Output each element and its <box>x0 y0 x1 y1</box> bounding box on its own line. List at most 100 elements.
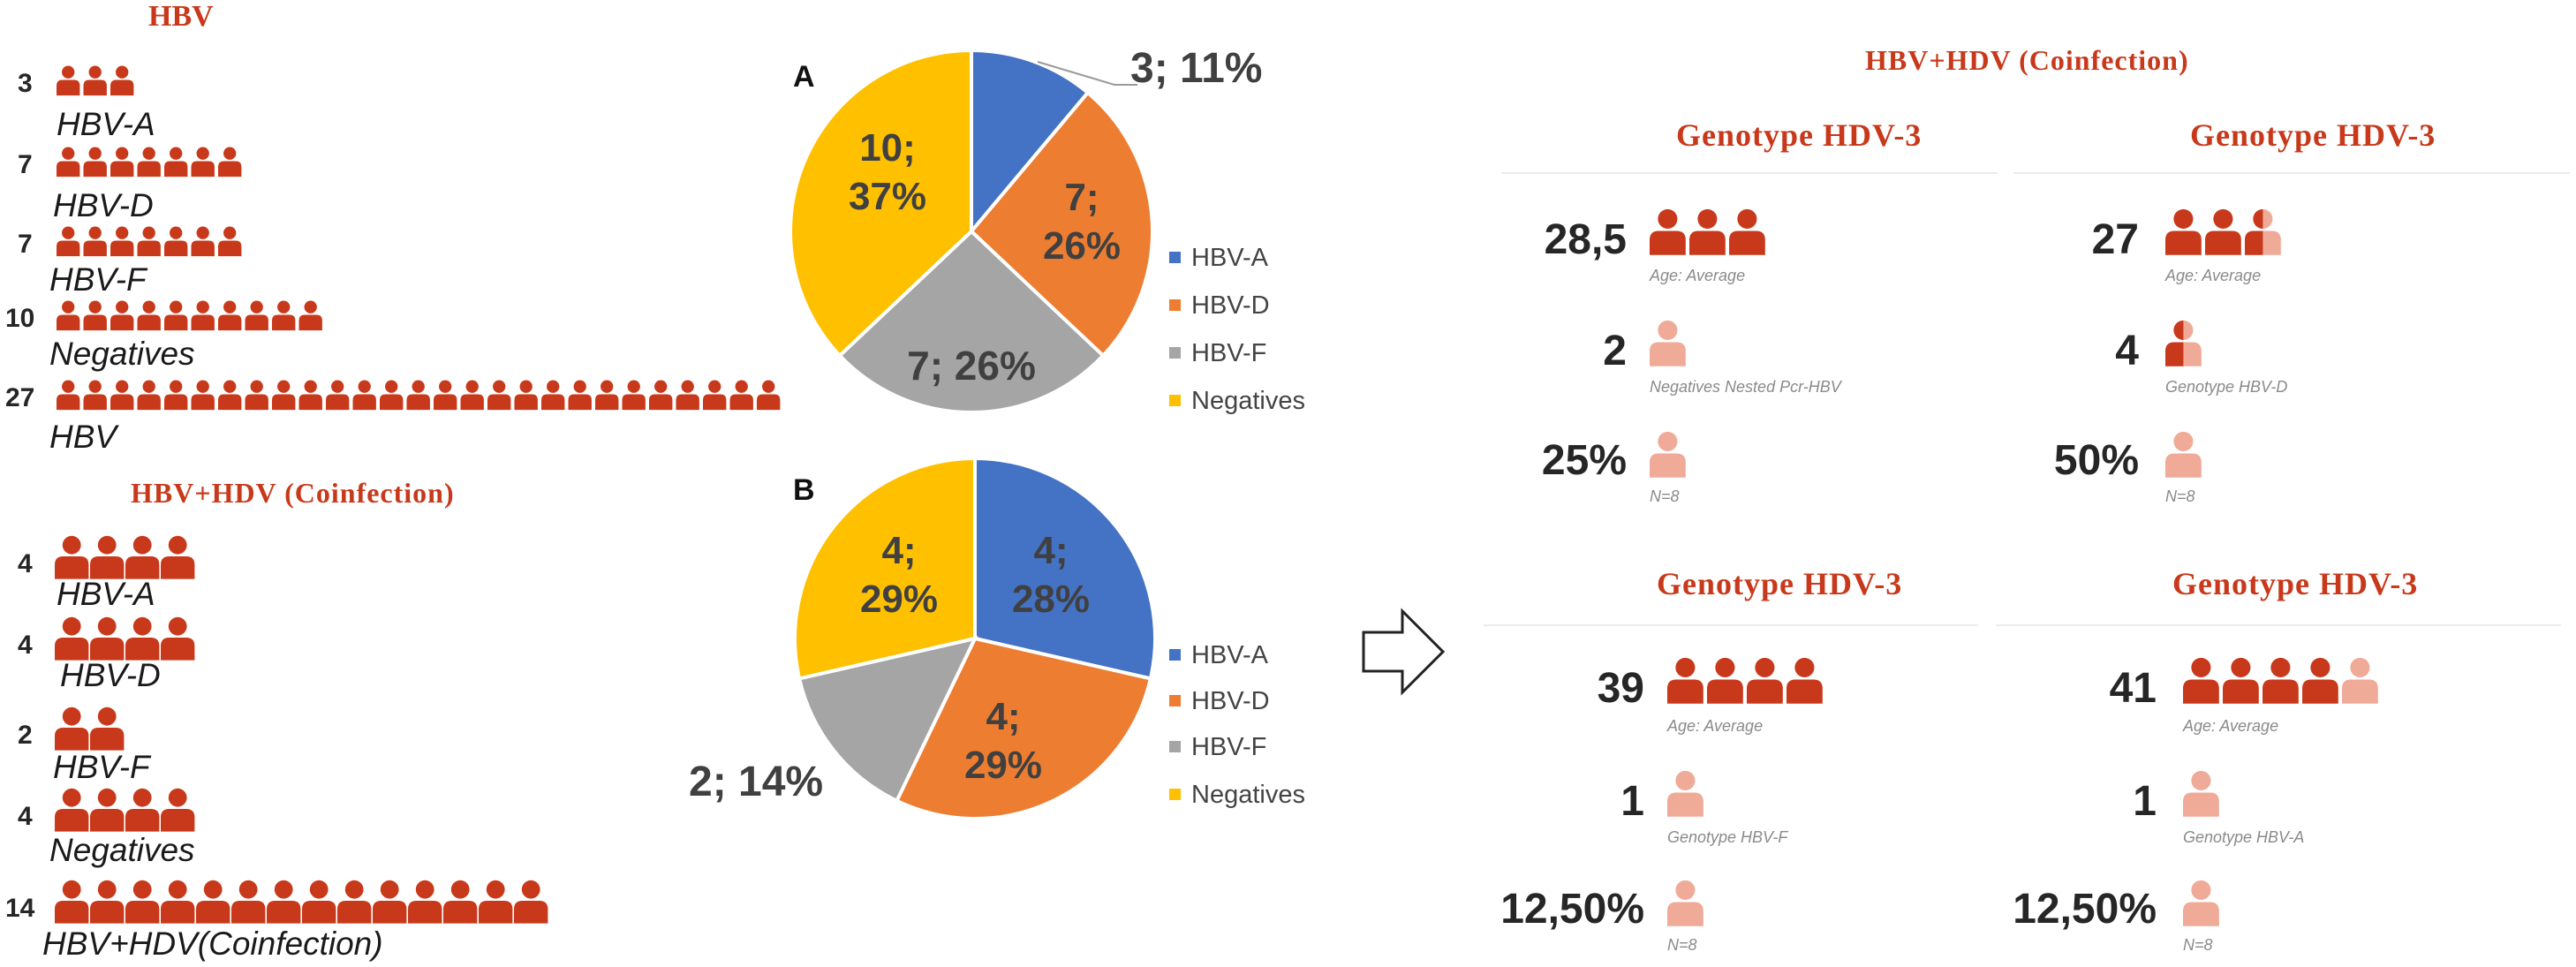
hbv-row4-person-icon-22 <box>649 380 673 411</box>
hbv-row2-person-icon-4 <box>164 226 188 257</box>
co-row4-person-icon-7 <box>302 880 336 924</box>
legend-a-hbv-d: HBV-D <box>1169 291 1270 321</box>
co-row4-person-icon-5 <box>231 880 266 924</box>
hbv-row3-person-icon-1 <box>83 300 107 331</box>
hbv-row1-person-icon-5 <box>191 147 215 178</box>
hbv-row4-person-icon-13 <box>406 380 430 411</box>
panel4-row0-person-icon-4 <box>2342 657 2378 704</box>
p2-geno-value: 4 <box>2115 328 2139 374</box>
arrow-right-icon <box>1362 608 1446 696</box>
pie-b-label-hbv-a-text: 4; 28% <box>1011 529 1091 621</box>
hbv-row4-person-icon-11 <box>352 380 376 411</box>
co-row4-person-icon-1 <box>90 880 125 924</box>
legend-a-swatch-hbv-f <box>1169 346 1181 359</box>
hbv-row2-person-icon-2 <box>110 226 134 257</box>
hbv-row4-person-icon-8 <box>272 380 296 411</box>
p1-neg-value: 2 <box>1603 328 1627 374</box>
p4-pct-value: 12,50% <box>2013 886 2157 933</box>
panel4-row0-person-icon-3 <box>2302 657 2338 704</box>
legend-a-swatch-hbv-d <box>1169 298 1181 311</box>
p3-age-caption: Age: Average <box>1667 717 1764 735</box>
co-row0-person-icon-3 <box>161 535 195 579</box>
hbv-row3-person-icon-0 <box>57 300 80 331</box>
right-title: HBV+HDV (Coinfection) <box>1865 44 2189 76</box>
panel3-row0-person-icon-3 <box>1787 657 1823 704</box>
hbv-row1-person-icon-4 <box>164 147 188 178</box>
p4-geno-caption: Genotype HBV-A <box>2183 828 2305 846</box>
p2-pct-value: 50% <box>2053 437 2139 484</box>
hbv-row4-person-icon-10 <box>326 380 350 411</box>
co-hbv-f-count: 2 <box>18 721 33 750</box>
legend-a-swatch-negatives <box>1169 394 1181 406</box>
co-row1-person-icon-1 <box>90 616 125 661</box>
pie-b-label-negatives: 4; 29% <box>846 526 952 623</box>
hbv-row3-person-icon-9 <box>298 300 322 331</box>
pie-b-slice-3 <box>793 456 977 681</box>
panel3-row0-person-icon-1 <box>1707 657 1743 704</box>
co-row3-person-icon-1 <box>90 788 125 832</box>
hbv-row2-person-icon-6 <box>218 226 242 257</box>
pie-a-slice-0 <box>970 48 1091 237</box>
hbv-row4-person-icon-16 <box>487 380 511 411</box>
hbv-row4-person-icon-24 <box>703 380 727 411</box>
hbv-row1-person-icon-0 <box>57 147 80 178</box>
hbv-row2-person-icon-1 <box>83 226 107 257</box>
hbv-row4-person-icon-6 <box>218 380 242 411</box>
legend-a-hbv-a: HBV-A <box>1169 244 1268 273</box>
hbv-row4-person-icon-23 <box>676 380 699 411</box>
p3-pct-caption: N=8 <box>1667 936 1697 954</box>
co-row4-person-icon-12 <box>479 880 513 924</box>
co-negatives-count: 4 <box>18 802 33 831</box>
hbv-row2-person-icon-5 <box>191 226 215 257</box>
p2-age-value: 27 <box>2091 216 2139 263</box>
hbv-row3-person-icon-3 <box>137 300 161 331</box>
panel2-row1-person-icon-0-half <box>2165 320 2184 366</box>
p2-geno-caption: Genotype HBV-D <box>2165 378 2288 396</box>
co-row1-person-icon-2 <box>125 616 160 661</box>
legend-a-swatch-hbv-a <box>1169 251 1181 263</box>
legend-b-text-negatives: Negatives <box>1191 781 1305 809</box>
hbv-row4-person-icon-17 <box>514 380 538 411</box>
negatives-count: 10 <box>5 304 35 333</box>
legend-b-negatives: Negatives <box>1169 781 1305 810</box>
co-row4-person-icon-13 <box>514 880 548 924</box>
legend-a-text-hbv-a: HBV-A <box>1191 244 1269 272</box>
panel3-row1-person-icon-0 <box>1667 770 1703 817</box>
pie-b-label-hbv-d: 4; 29% <box>950 692 1056 789</box>
panel3-title: Genotype HDV-3 <box>1657 566 1903 601</box>
legend-b-swatch-hbv-d <box>1169 694 1181 706</box>
panel4-row1-person-icon-0 <box>2183 770 2219 817</box>
legend-a-text-hbv-d: HBV-D <box>1191 291 1270 320</box>
hbv-row3-person-icon-7 <box>245 300 268 331</box>
hbv-row0-person-icon-0 <box>57 65 80 96</box>
hbv-row4-person-icon-3 <box>137 380 161 411</box>
legend-b-hbv-f: HBV-F <box>1169 733 1266 762</box>
hbv-row4-person-icon-21 <box>622 380 646 411</box>
pie-a-label-hbv-d-text: 7; 26% <box>1042 176 1122 268</box>
co-hbv-f-label: HBV-F <box>53 749 150 785</box>
co-row4-person-icon-8 <box>337 880 372 924</box>
p3-age-value: 39 <box>1597 665 1644 712</box>
hbv-row3-person-icon-8 <box>272 300 296 331</box>
co-row4-person-icon-6 <box>267 880 301 924</box>
panel2-row0-person-icon-1 <box>2205 208 2241 255</box>
co-row4-person-icon-10 <box>408 880 442 924</box>
hbv-row4-person-icon-12 <box>380 380 404 411</box>
hbv-title: HBV <box>148 0 214 33</box>
legend-a-text-negatives: Negatives <box>1191 387 1305 415</box>
co-row0-person-icon-2 <box>125 535 160 579</box>
hbv-row4-person-icon-26 <box>757 380 781 411</box>
hbv-row1-person-icon-2 <box>110 147 134 178</box>
p4-age-caption: Age: Average <box>2183 717 2279 735</box>
co-row3-person-icon-2 <box>125 788 160 832</box>
hbv-row1-person-icon-3 <box>137 147 161 178</box>
hbv-f-count: 7 <box>18 230 33 259</box>
co-row1-person-icon-0 <box>55 616 89 661</box>
co-total-count: 14 <box>5 894 35 923</box>
hbv-a-label: HBV-A <box>57 106 155 142</box>
hbv-row4-person-icon-9 <box>298 380 322 411</box>
hbv-row4-person-icon-14 <box>434 380 457 411</box>
panel3-row0-person-icon-0 <box>1667 657 1703 704</box>
hbv-row4-person-icon-5 <box>191 380 215 411</box>
